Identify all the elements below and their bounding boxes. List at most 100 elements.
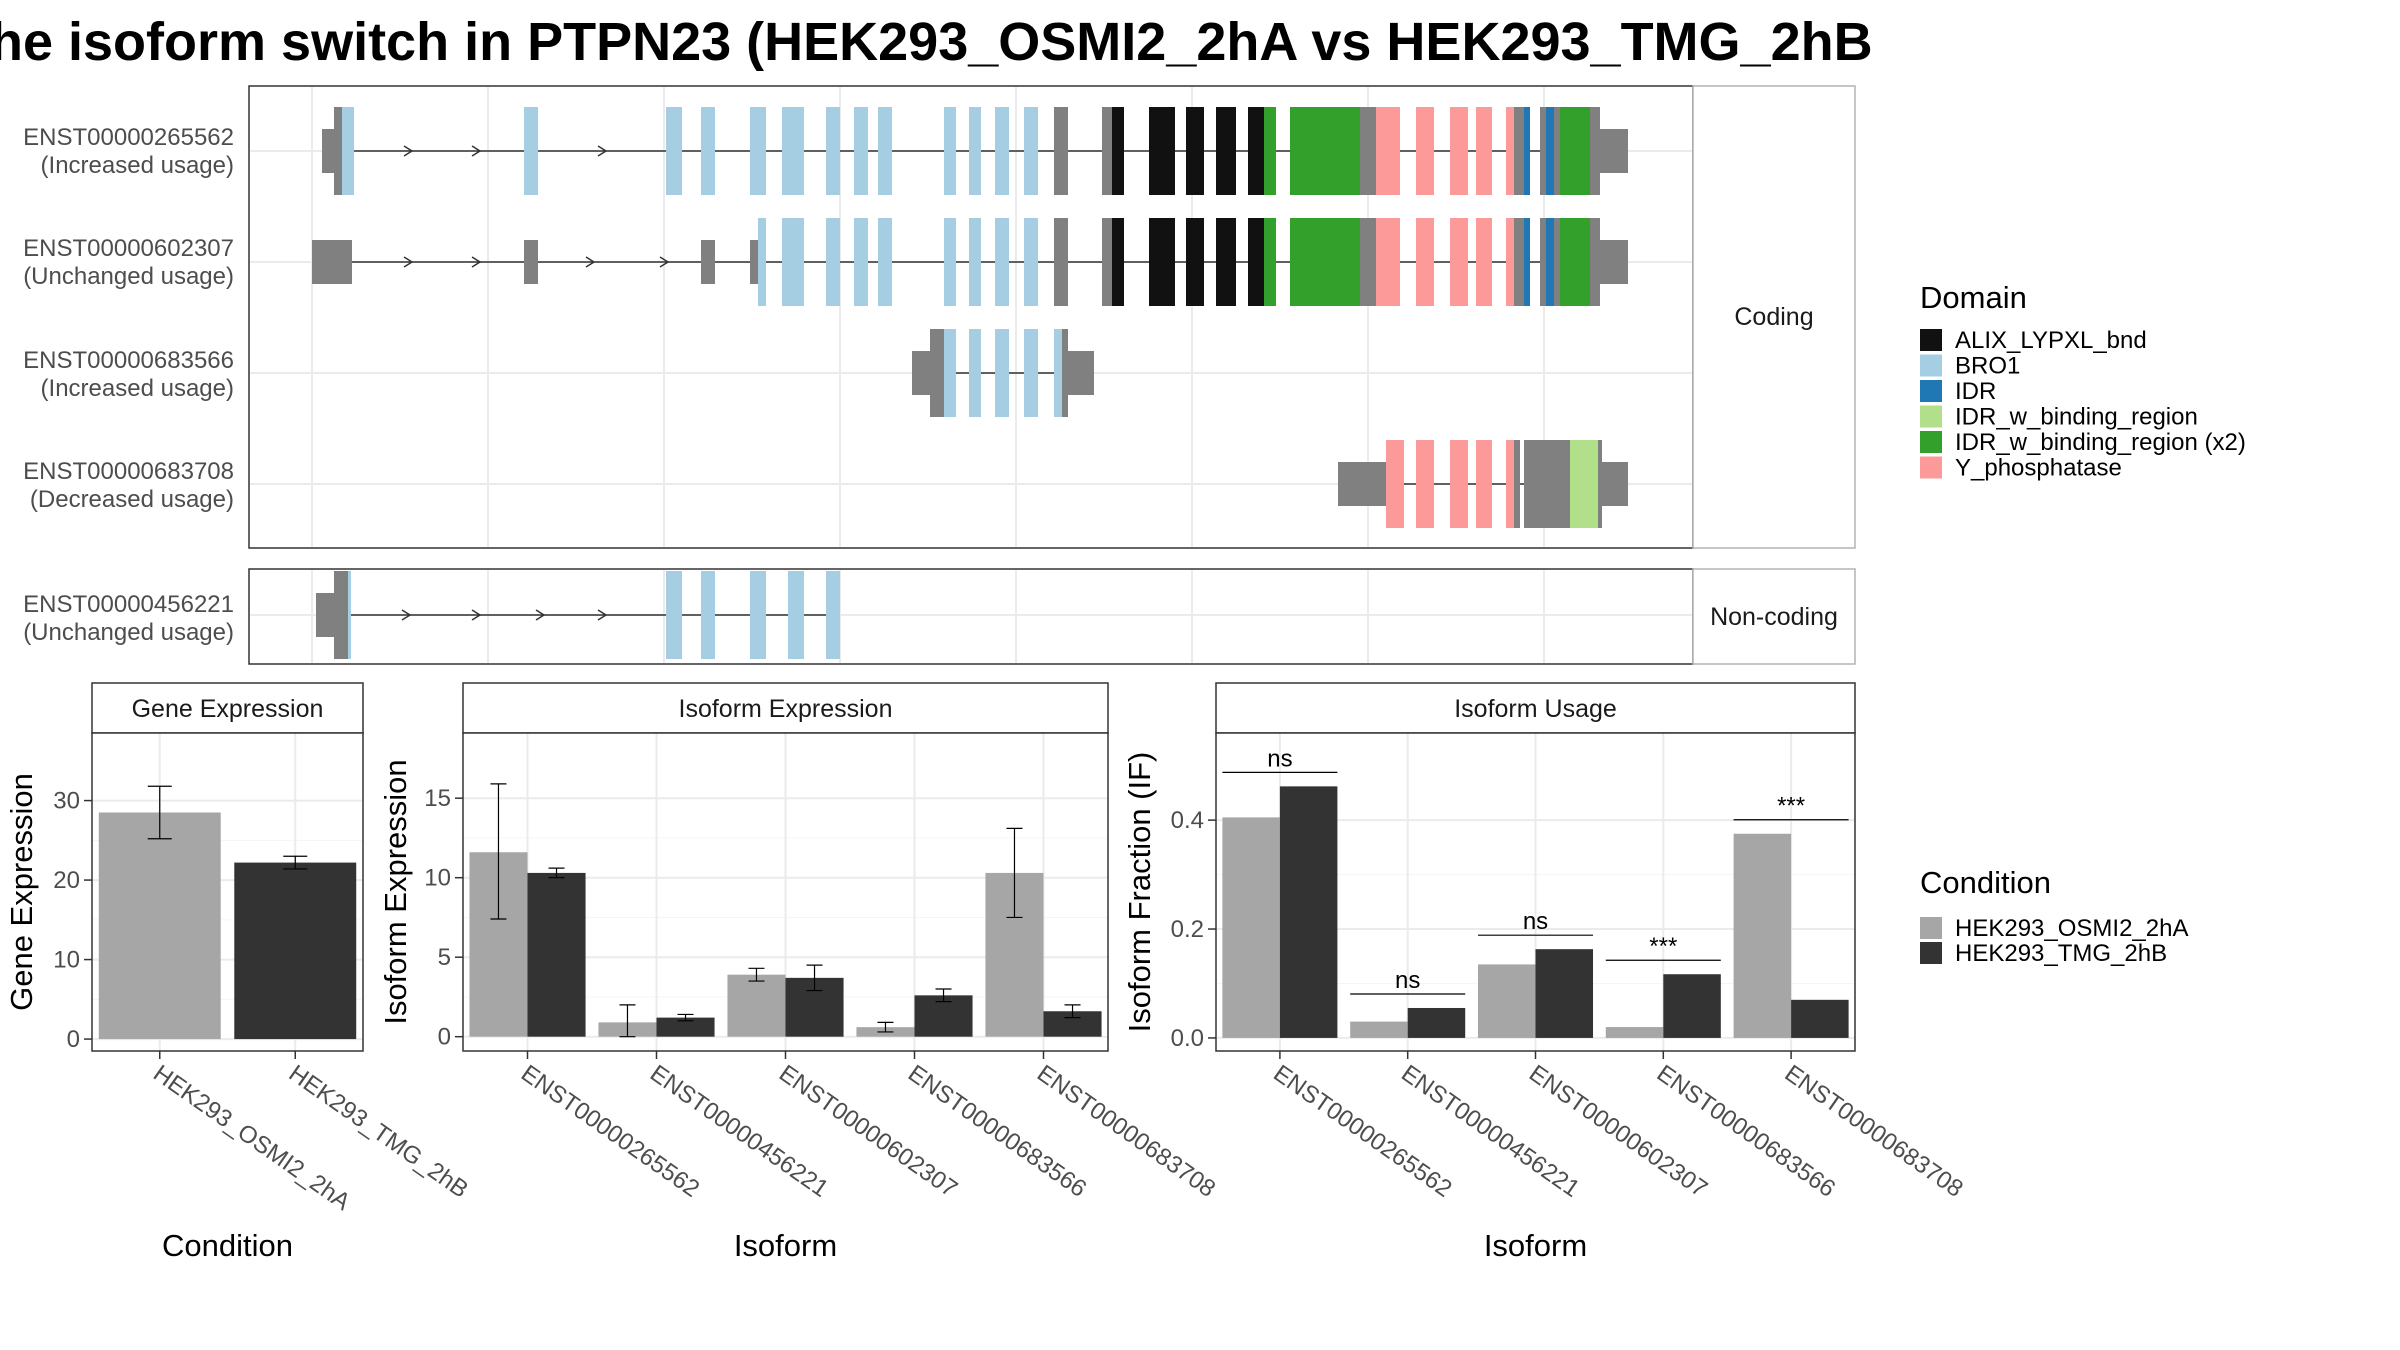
panel-border — [91, 732, 364, 1052]
transcript-labels: ENST00000265562 (Increased usage) ENST00… — [23, 124, 234, 646]
utr-exon — [316, 593, 336, 637]
idr-x2-exon — [1560, 218, 1590, 306]
y-phosphatase-exon — [1506, 107, 1514, 195]
transcript-track-683566 — [912, 329, 1094, 417]
bar — [1222, 817, 1280, 1038]
y-axis-title: Isoform Fraction (IF) — [1122, 752, 1157, 1033]
alix-exon — [1112, 107, 1124, 195]
significance-label: *** — [1649, 933, 1677, 960]
x-axis-title: Isoform — [734, 1228, 837, 1263]
alix-exon — [1149, 107, 1175, 195]
transcript-id: ENST00000683566 — [23, 347, 234, 374]
transcript-usage: (Unchanged usage) — [23, 263, 234, 290]
legend-label: BRO1 — [1955, 353, 2020, 380]
bro1-exon — [854, 107, 868, 195]
y-tick-label: 30 — [53, 788, 80, 815]
utr-exon — [1068, 351, 1094, 395]
gene-expression-chart: Gene Expression0102030HEK293_OSMI2_2hAHE… — [4, 682, 473, 1263]
transcript-track-456221 — [316, 571, 840, 659]
panel-strip-title: Isoform Usage — [1454, 695, 1617, 723]
bro1-exon — [969, 218, 981, 306]
transcript-id: ENST00000265562 — [23, 124, 234, 151]
panel-strip-title: Isoform Expression — [679, 695, 893, 723]
bro1-exon — [995, 107, 1009, 195]
utr-exon — [750, 240, 758, 284]
alix-exon — [1248, 218, 1264, 306]
x-axis-title: Isoform — [1484, 1228, 1587, 1263]
legend-label: HEK293_OSMI2_2hA — [1955, 915, 2188, 942]
transcript-usage: (Increased usage) — [41, 152, 234, 179]
y-phosphatase-exon — [1416, 218, 1434, 306]
coding-exon-grey — [1590, 218, 1600, 306]
coding-exon-grey — [1540, 107, 1546, 195]
y-phosphatase-exon — [1476, 218, 1492, 306]
bro1-exon — [878, 218, 892, 306]
idr-exon — [1524, 218, 1530, 306]
domain-legend: Domain ALIX_LYPXL_bndBRO1IDRIDR_w_bindin… — [1920, 280, 2246, 482]
transcript-usage: (Unchanged usage) — [23, 619, 234, 646]
y-tick-label: 20 — [53, 867, 80, 894]
bro1-exon — [969, 329, 981, 417]
coding-exon-grey — [1590, 107, 1600, 195]
legend-swatch — [1920, 354, 1942, 377]
transcript-track-683708 — [1338, 440, 1628, 528]
bro1-exon — [788, 571, 804, 659]
bar — [1350, 1021, 1408, 1038]
y-phosphatase-exon — [1376, 107, 1400, 195]
bar — [1605, 1027, 1664, 1038]
bro1-exon — [666, 107, 682, 195]
y-tick-label: 0 — [438, 1024, 451, 1051]
legend-swatch — [1920, 405, 1942, 428]
y-tick-label: 10 — [53, 947, 80, 974]
bar — [1477, 964, 1536, 1038]
y-phosphatase-exon — [1416, 440, 1434, 528]
bro1-exon — [1024, 329, 1038, 417]
coding-strip-label: Coding — [1734, 303, 1813, 331]
y-axis-title: Isoform Expression — [378, 759, 413, 1024]
bro1-exon — [826, 218, 840, 306]
bar — [98, 812, 221, 1040]
bar — [656, 1017, 715, 1037]
noncoding-strip — [1692, 568, 1856, 665]
bro1-exon — [854, 218, 868, 306]
significance-label: ns — [1395, 967, 1420, 994]
bro1-exon — [995, 329, 1009, 417]
y-phosphatase-exon — [1376, 218, 1400, 306]
noncoding-panel — [248, 568, 1694, 665]
bro1-exon — [758, 218, 766, 306]
idr-x2-exon — [1560, 107, 1590, 195]
transcript-id: ENST00000456221 — [23, 591, 234, 618]
bro1-exon — [701, 107, 715, 195]
alix-exon — [1216, 107, 1236, 195]
utr-exon — [334, 107, 342, 195]
figure-title: he isoform switch in PTPN23 (HEK293_OSMI… — [0, 12, 1873, 72]
alix-exon — [1216, 218, 1236, 306]
y-phosphatase-exon — [1476, 440, 1492, 528]
legend-swatch — [1920, 431, 1942, 453]
idr-x2-exon — [1264, 107, 1276, 195]
y-phosphatase-exon — [1416, 107, 1434, 195]
bro1-exon — [944, 218, 956, 306]
legend-swatch — [1920, 942, 1942, 964]
bar — [727, 974, 786, 1037]
alix-exon — [1186, 218, 1204, 306]
strand-arrows — [401, 609, 608, 621]
coding-exon-grey — [1554, 107, 1560, 195]
y-phosphatase-exon — [1386, 440, 1404, 528]
coding-exon-grey — [1554, 218, 1560, 306]
bar — [1733, 833, 1792, 1038]
bar — [234, 862, 357, 1040]
y-tick-label: 5 — [438, 944, 451, 971]
structure-panels: Coding Non-coding ENST00000265562 (Incre… — [23, 85, 1856, 665]
utr-exon — [524, 240, 538, 284]
isoform-expression-chart: Isoform Expression051015ENST00000265562E… — [378, 682, 1220, 1263]
idr-x2-exon — [1290, 107, 1360, 195]
domain-legend-title: Domain — [1920, 280, 2027, 315]
coding-exon-grey — [1514, 107, 1524, 195]
transcript-id: ENST00000683708 — [23, 458, 234, 485]
idr-exon — [1524, 107, 1530, 195]
bro1-exon — [826, 571, 840, 659]
alix-exon — [1149, 218, 1175, 306]
transcript-track-265562 — [322, 107, 1628, 195]
bar — [1663, 974, 1721, 1038]
